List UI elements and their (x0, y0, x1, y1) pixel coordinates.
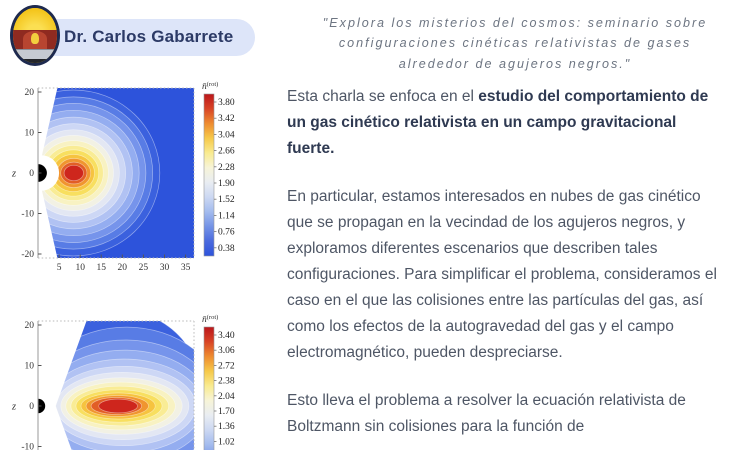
svg-text:3.80: 3.80 (218, 98, 235, 108)
svg-text:3.06: 3.06 (218, 346, 235, 356)
svg-text:30: 30 (160, 263, 170, 273)
svg-text:0.38: 0.38 (218, 244, 235, 254)
contour-plot-density-1: 20 10 0 -10 -20 5 10 15 20 25 30 35 z n̄(rot) 3.80 3.42… (2, 80, 262, 285)
university-logo (10, 5, 60, 66)
svg-text:2.38: 2.38 (218, 377, 235, 387)
svg-text:20: 20 (25, 321, 35, 331)
paragraph-intro-bold: estudio del comportamiento de un gas cin… (287, 88, 709, 157)
speaker-name-pill (29, 19, 255, 56)
svg-text:-20: -20 (21, 250, 34, 260)
svg-text:1.70: 1.70 (218, 407, 235, 417)
seminar-quote: "Explora los misterios del cosmos: semin… (322, 16, 708, 71)
svg-text:2.04: 2.04 (218, 392, 235, 402)
speaker-name: Dr. Carlos Gabarrete (64, 27, 234, 46)
svg-text:n̄(rot): n̄(rot) (202, 314, 218, 325)
logo-sun-icon (13, 8, 57, 30)
paragraph-boltzmann: Esto lleva el problema a resolver la ecu… (287, 392, 686, 435)
svg-text:3.04: 3.04 (218, 130, 235, 140)
svg-text:0: 0 (29, 402, 34, 412)
svg-text:3.40: 3.40 (218, 331, 235, 341)
svg-text:15: 15 (96, 263, 106, 273)
svg-text:10: 10 (25, 362, 35, 372)
talk-description: Esta charla se enfoca en el estudio del … (287, 84, 717, 450)
svg-text:25: 25 (139, 263, 149, 273)
logo-flame-icon (31, 33, 39, 44)
paragraph-scenarios: En particular, estamos interesados en nu… (287, 188, 717, 361)
svg-text:1.90: 1.90 (218, 179, 235, 189)
svg-text:-10: -10 (21, 210, 34, 220)
logo-steps-shape (13, 48, 57, 59)
contour-plot-density-2: 20 10 0 -10 z n̄(rot) 3.40 3.06 2.72 2.38 2.04 1.70… (2, 313, 262, 450)
svg-text:n̄(rot): n̄(rot) (202, 81, 218, 92)
svg-text:-10: -10 (21, 443, 34, 450)
svg-text:2.72: 2.72 (218, 361, 235, 371)
svg-text:20: 20 (25, 88, 35, 98)
svg-text:2.28: 2.28 (218, 163, 235, 173)
logo-gate-icon (13, 30, 57, 49)
svg-text:10: 10 (75, 263, 85, 273)
svg-text:0.76: 0.76 (218, 228, 235, 238)
contour-plot-1-svg: 20 10 0 -10 -20 5 10 15 20 25 30 35 z n̄(rot)3.80 3.42… (11, 81, 235, 273)
svg-text:20: 20 (118, 263, 128, 273)
paragraph-intro-regular: Esta charla se enfoca en el (287, 88, 479, 105)
svg-text:2.66: 2.66 (218, 147, 235, 157)
svg-text:1.36: 1.36 (218, 422, 235, 432)
svg-text:z: z (11, 169, 16, 180)
logo-banner-shape (13, 58, 57, 63)
svg-text:5: 5 (57, 263, 62, 273)
svg-text:0: 0 (29, 169, 34, 179)
svg-text:z: z (11, 402, 16, 413)
svg-text:3.42: 3.42 (218, 114, 235, 124)
svg-text:10: 10 (25, 129, 35, 139)
svg-text:1.52: 1.52 (218, 195, 235, 205)
svg-text:1.14: 1.14 (218, 211, 235, 221)
svg-text:35: 35 (181, 263, 191, 273)
contour-plot-2-svg: 20 10 0 -10 z n̄(rot)3.40 3.06 2.72 2.38 2.04 1.70… (11, 314, 235, 450)
svg-text:1.02: 1.02 (218, 437, 235, 447)
paragraph-intro: Esta charla se enfoca en el estudio del … (287, 84, 717, 162)
